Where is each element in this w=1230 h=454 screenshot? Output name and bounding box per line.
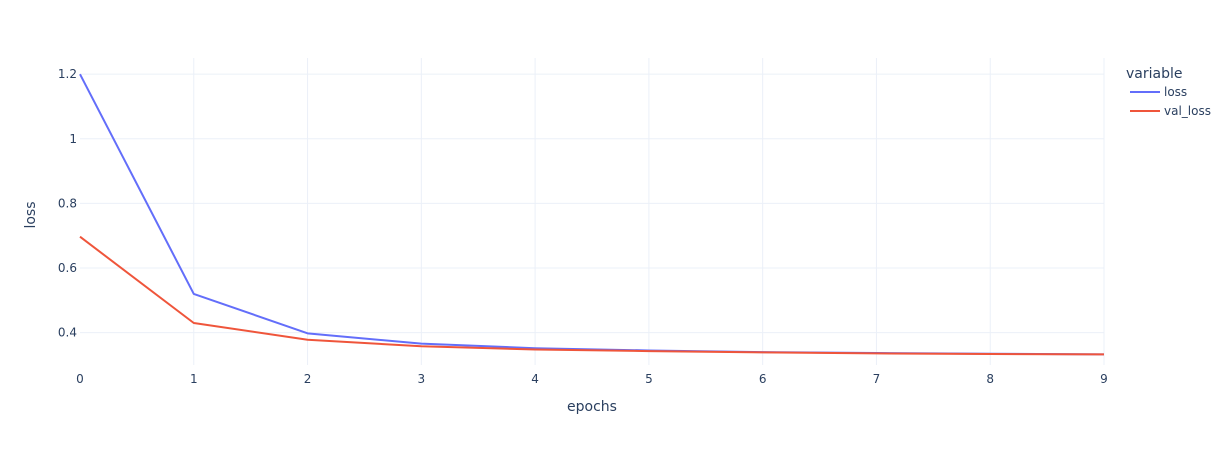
legend-label: val_loss <box>1164 104 1211 118</box>
legend-label: loss <box>1164 85 1187 99</box>
x-tick-label: 5 <box>645 372 653 386</box>
x-tick-label: 9 <box>1100 372 1108 386</box>
x-axis-title: epochs <box>567 399 617 415</box>
legend: variable loss val_loss <box>1126 66 1211 118</box>
x-tick-label: 7 <box>873 372 881 386</box>
x-tick-label: 6 <box>759 372 767 386</box>
x-tick-label: 8 <box>986 372 994 386</box>
series-line-val-loss <box>79 235 1105 356</box>
series-layer <box>79 73 1105 356</box>
x-tick-label: 3 <box>418 372 426 386</box>
legend-items: loss val_loss <box>1130 85 1211 118</box>
x-tick-label: 0 <box>76 372 84 386</box>
y-tick-label: 0.4 <box>58 326 77 340</box>
y-tick-label: 1.2 <box>58 67 77 81</box>
legend-title: variable <box>1126 66 1182 82</box>
series-line-loss <box>79 73 1105 356</box>
tick-layer: 0 1 2 3 4 5 6 7 8 9 0.4 0.6 0.8 1 1.2 <box>58 67 1108 386</box>
grid-layer <box>80 58 1105 365</box>
y-tick-label: 0.8 <box>58 196 77 210</box>
y-tick-label: 1 <box>69 132 77 146</box>
y-tick-label: 0.6 <box>58 261 77 275</box>
y-axis-title: loss <box>23 201 39 228</box>
x-tick-label: 2 <box>304 372 312 386</box>
x-tick-label: 4 <box>531 372 539 386</box>
x-tick-label: 1 <box>190 372 198 386</box>
